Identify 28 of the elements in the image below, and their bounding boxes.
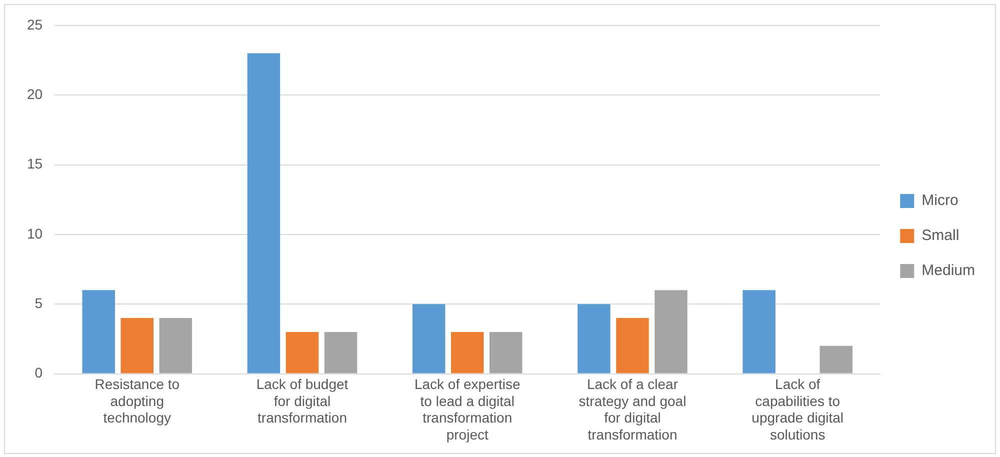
bar xyxy=(578,304,610,374)
bar xyxy=(286,332,319,374)
bar xyxy=(412,304,446,374)
bar xyxy=(120,318,154,374)
bar xyxy=(654,290,688,374)
x-tick-label: Lack of budget for digital transformation xyxy=(256,376,348,426)
bar xyxy=(450,332,484,374)
bar xyxy=(616,318,649,374)
x-tick-label: Lack of expertise to lead a digital transformation project xyxy=(414,376,520,442)
bar xyxy=(490,332,522,374)
bar xyxy=(324,332,358,374)
x-tick-label: Lack of a clear strategy and goal for digital transformation xyxy=(578,376,686,442)
y-tick-label: 20 xyxy=(26,86,43,102)
bar xyxy=(247,53,280,374)
x-tick-label: Lack of capabilities to upgrade digital solutions xyxy=(752,376,844,442)
legend-label: Micro xyxy=(922,192,958,210)
y-tick-label: 15 xyxy=(26,156,43,172)
y-tick-label: 25 xyxy=(26,16,43,32)
bar xyxy=(742,290,776,374)
bar xyxy=(820,346,852,374)
x-tick-label: Resistance to adopting technology xyxy=(94,376,180,426)
bar xyxy=(82,290,115,374)
y-tick-label: 5 xyxy=(34,294,43,311)
bar xyxy=(159,318,192,374)
y-tick-label: 10 xyxy=(26,225,43,242)
legend-label: Medium xyxy=(922,262,976,280)
y-tick-label: 0 xyxy=(34,364,43,381)
legend-label: Small xyxy=(922,227,960,244)
